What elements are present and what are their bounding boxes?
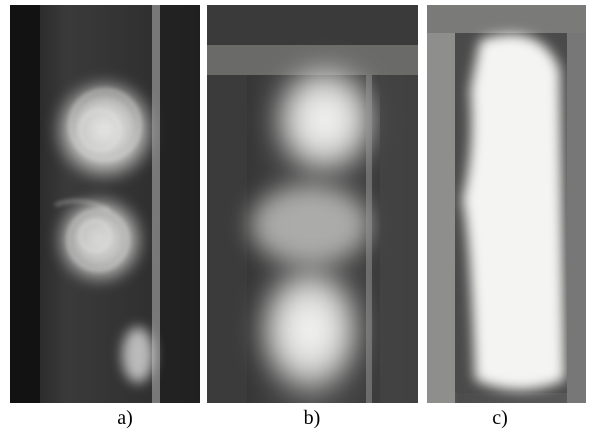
photo-a <box>10 5 200 403</box>
panel-label: b) <box>304 407 321 429</box>
panel-label: c) <box>492 407 508 429</box>
page: a) b) c) (() => { const data = JSON.pars… <box>0 0 595 435</box>
photo-b <box>207 5 418 403</box>
panel-label: a) <box>117 407 133 429</box>
photo-c <box>427 5 586 403</box>
figure: a) b) c) <box>0 0 595 435</box>
